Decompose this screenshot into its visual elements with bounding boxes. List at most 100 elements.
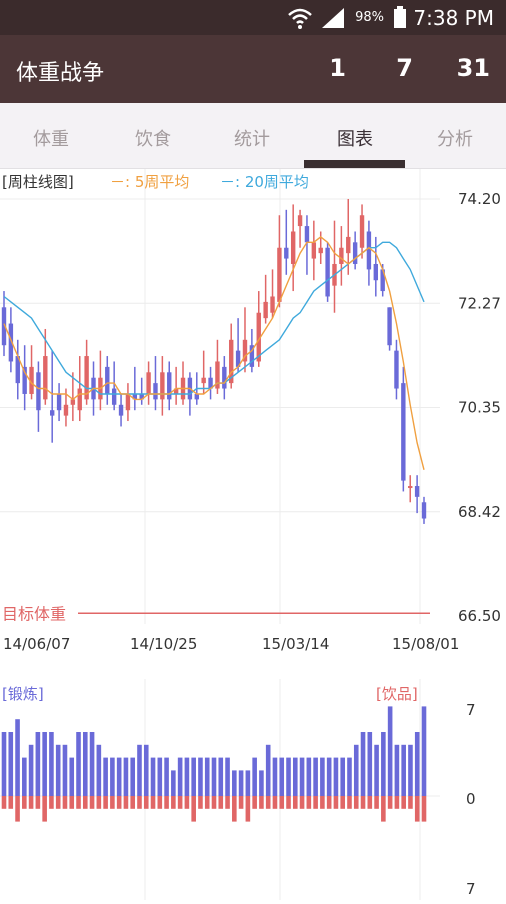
- candle-body: [380, 269, 385, 292]
- candle-body: [8, 323, 14, 362]
- exercise-bar: [421, 706, 427, 796]
- candle-body: [77, 388, 82, 411]
- exercise-bar: [286, 757, 291, 796]
- exercise-bar: [116, 757, 122, 796]
- exercise-bar: [387, 706, 393, 796]
- exercise-bar: [164, 757, 169, 796]
- exercise-bar: [299, 757, 305, 796]
- tab-analysis[interactable]: 分析: [437, 129, 473, 150]
- exercise-bar: [8, 732, 14, 796]
- exercise-bar: [150, 757, 156, 796]
- drinks-bar: [367, 796, 373, 809]
- bar-y-tick-label: 7: [466, 701, 476, 719]
- tab-weight[interactable]: 体重: [33, 129, 69, 150]
- drinks-bar: [272, 796, 278, 809]
- drinks-bar: [69, 796, 75, 809]
- exercise-bar: [55, 744, 61, 796]
- exercise-bar: [306, 757, 312, 796]
- drinks-bar: [381, 796, 386, 822]
- legend-weekly-candles: [周柱线图]: [2, 173, 74, 191]
- candle-body: [421, 502, 427, 519]
- wifi-icon: [288, 8, 312, 29]
- x-tick-label: 14/06/07: [3, 635, 70, 653]
- drinks-bar: [414, 796, 420, 822]
- candle-body: [373, 263, 379, 281]
- weight-chart[interactable]: 目标体重 [周柱线图] －: 5周平均 －: 20周平均 74.20 72.27 70.35…: [0, 169, 506, 900]
- tab-chart[interactable]: 图表: [337, 129, 373, 150]
- counter-2[interactable]: 7: [396, 54, 413, 82]
- exercise-bar: [1, 732, 7, 796]
- candle-body: [229, 339, 234, 384]
- exercise-bar: [401, 744, 406, 796]
- drinks-bar: [232, 796, 237, 822]
- exercise-bar: [96, 744, 102, 796]
- candle-body: [311, 242, 317, 259]
- exercise-bar: [238, 770, 244, 796]
- drinks-bar: [123, 796, 129, 809]
- app-bar: 体重战争 1 7 31: [0, 35, 506, 103]
- candle-body: [125, 393, 131, 411]
- drinks-bar: [286, 796, 291, 809]
- drinks-bar: [49, 796, 54, 809]
- drinks-bar: [408, 796, 413, 809]
- tab-stats[interactable]: 统计: [234, 129, 270, 150]
- drinks-bar: [252, 796, 257, 809]
- candle-body: [263, 301, 268, 319]
- exercise-bar: [198, 757, 203, 796]
- exercise-bar: [28, 744, 34, 796]
- drinks-bar: [198, 796, 203, 809]
- drinks-bar: [292, 796, 298, 809]
- candle-body: [318, 247, 323, 254]
- exercise-bar: [218, 757, 224, 796]
- drinks-bar: [340, 796, 346, 809]
- candle-body: [249, 345, 255, 367]
- drinks-bar: [1, 796, 7, 809]
- candle-body: [160, 372, 165, 400]
- candle-body: [284, 247, 289, 259]
- exercise-bar: [22, 757, 27, 796]
- counter-3[interactable]: 31: [456, 54, 490, 82]
- candle-body: [242, 339, 248, 362]
- drinks-bar: [279, 796, 285, 809]
- tab-diet[interactable]: 饮食: [135, 129, 171, 150]
- exercise-bar: [42, 732, 47, 796]
- candle-body: [339, 247, 344, 264]
- drinks-bar: [110, 796, 115, 809]
- drinks-bar: [143, 796, 149, 809]
- drinks-bar: [35, 796, 41, 809]
- drinks-bar: [306, 796, 312, 809]
- drinks-bar: [184, 796, 190, 809]
- exercise-bar: [394, 744, 400, 796]
- drinks-bar: [76, 796, 81, 809]
- bar-y-tick-label: 7: [466, 880, 476, 898]
- clock: 7:38 PM: [413, 6, 494, 30]
- drinks-bar: [245, 796, 251, 822]
- drinks-bar: [177, 796, 183, 809]
- exercise-bar: [408, 744, 413, 796]
- candle-body: [43, 356, 48, 400]
- exercise-bar: [381, 732, 386, 796]
- candle-body: [49, 410, 55, 416]
- x-tick-label: 15/08/01: [392, 635, 459, 653]
- candle-body: [70, 399, 76, 405]
- battery-percentage: 98%: [355, 10, 384, 25]
- drinks-bar: [96, 796, 102, 809]
- legend-drinks: [饮品]: [376, 685, 418, 703]
- y-tick-label: 72.27: [458, 294, 501, 312]
- chart-area[interactable]: 目标体重 [周柱线图] －: 5周平均 －: 20周平均 74.20 72.27 70.35…: [0, 169, 506, 900]
- candle-body: [118, 404, 124, 416]
- drinks-bar: [353, 796, 359, 809]
- exercise-bar: [232, 770, 237, 796]
- exercise-bar: [184, 757, 190, 796]
- candle-body: [346, 236, 351, 254]
- counter-1[interactable]: 1: [329, 54, 346, 82]
- candle-body: [408, 486, 413, 489]
- candle-body: [256, 312, 261, 362]
- exercise-bar: [225, 757, 230, 796]
- exercise-bar: [272, 757, 278, 796]
- candle-body: [111, 388, 117, 405]
- exercise-bar: [49, 732, 54, 796]
- tab-bar: 体重 饮食 统计 图表 分析: [0, 103, 506, 169]
- drinks-bar: [204, 796, 210, 809]
- exercise-bar: [103, 757, 108, 796]
